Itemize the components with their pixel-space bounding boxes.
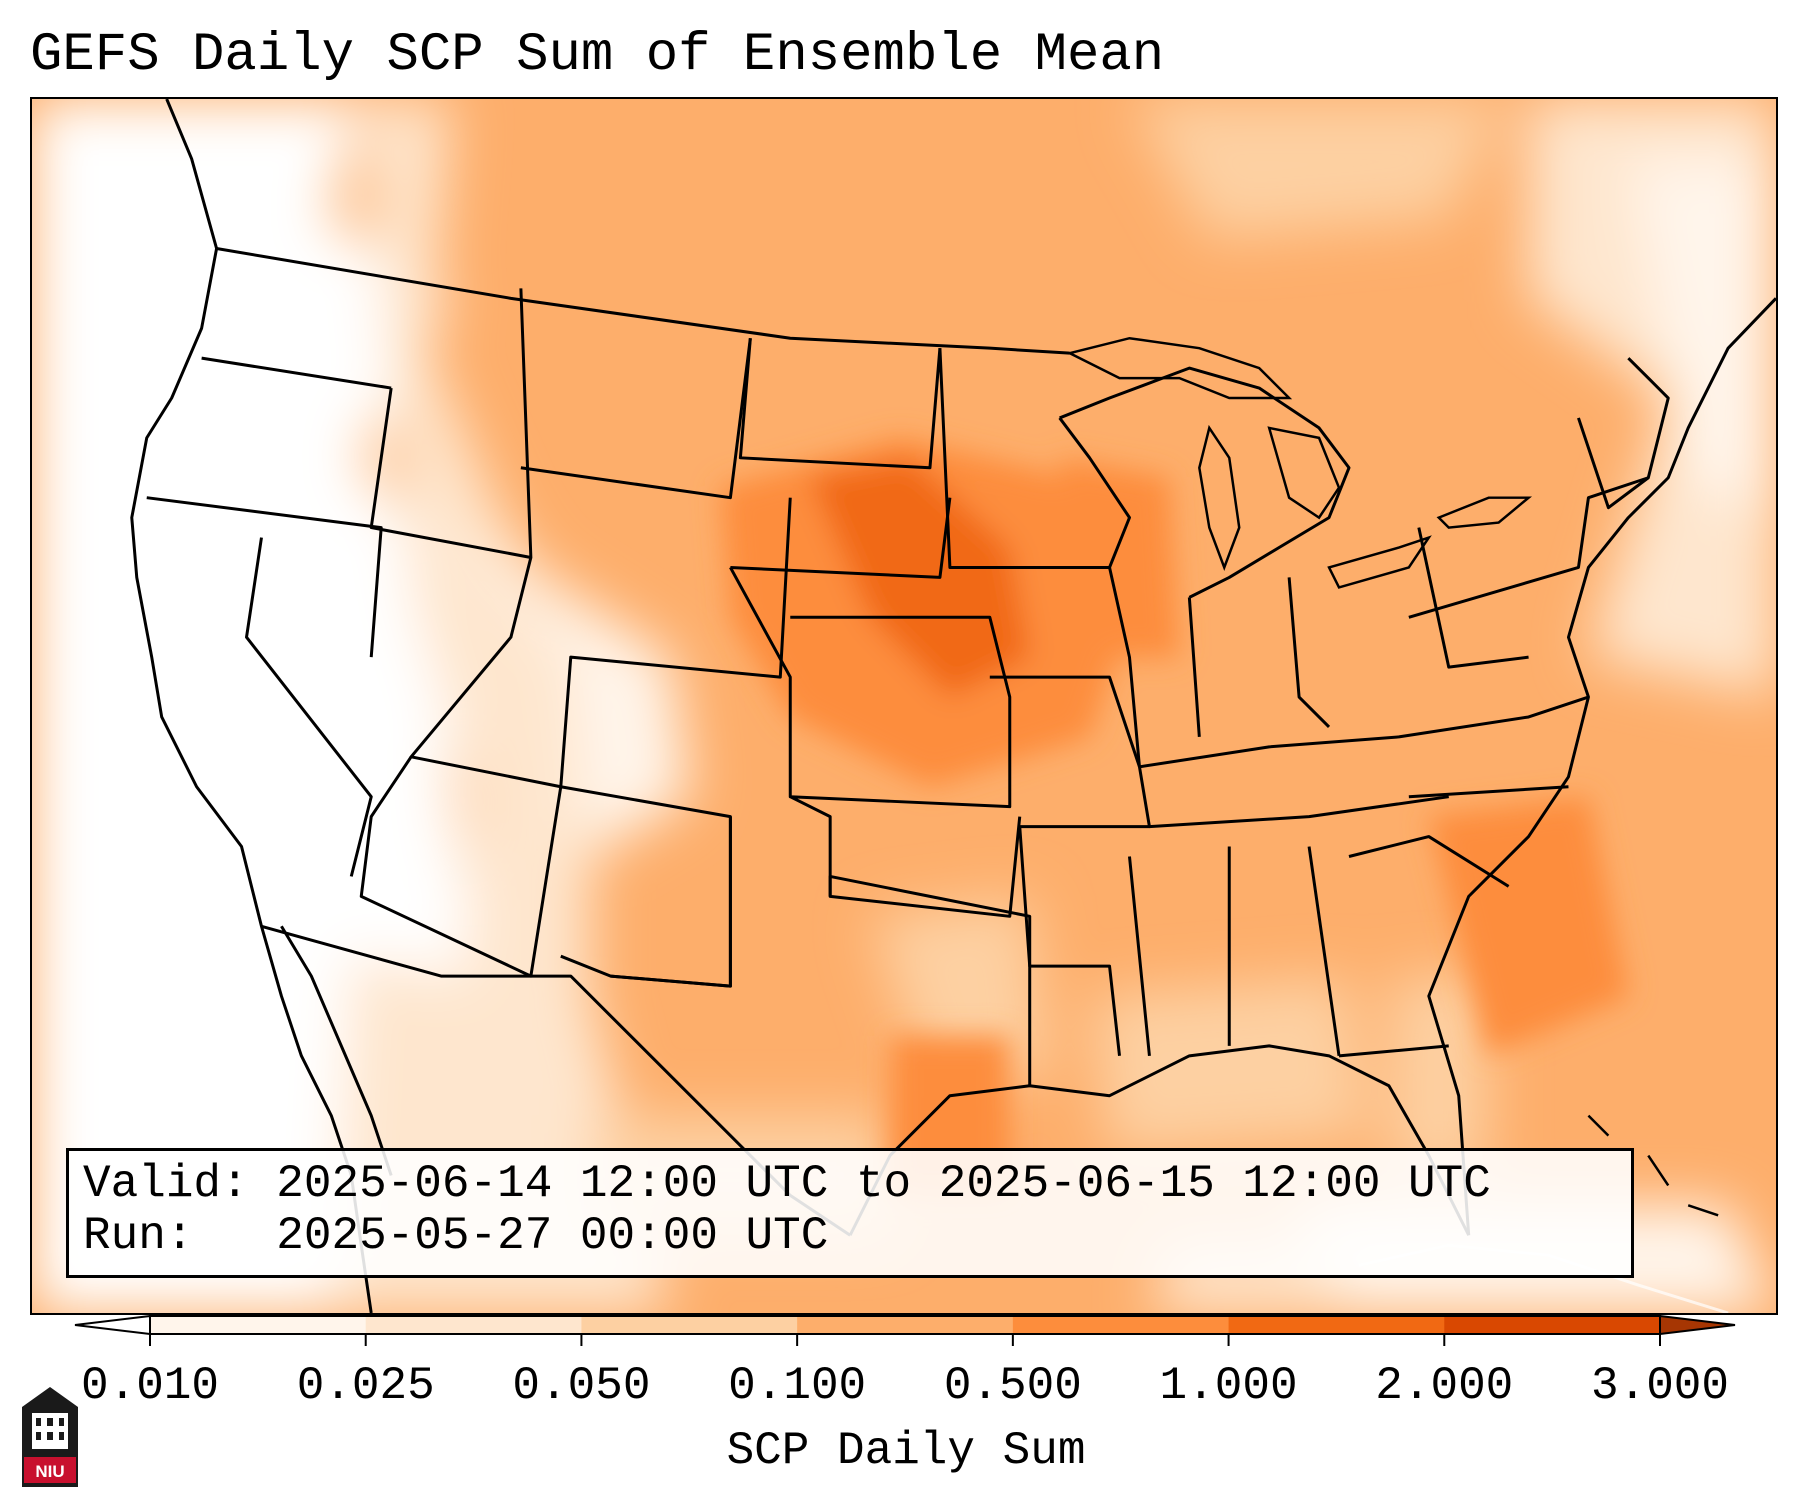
border-canada xyxy=(216,247,1070,355)
map-title: GEFS Daily SCP Sum of Ensemble Mean xyxy=(30,25,1165,86)
lake-erie xyxy=(1327,535,1432,589)
logo-red-band xyxy=(24,1457,76,1483)
colorbar-extend-min xyxy=(74,1314,151,1336)
run-label: Run: xyxy=(83,1210,194,1262)
map-panel xyxy=(30,97,1778,1315)
colorbar-outline xyxy=(149,1315,1661,1335)
state-line-tx xyxy=(610,816,1032,1086)
state-line-carolinas xyxy=(1348,785,1569,888)
colorbar-segment xyxy=(1444,1316,1661,1334)
colorbar-tick-label: 0.500 xyxy=(944,1360,1082,1412)
colorbar-tick-label: 1.000 xyxy=(1160,1360,1298,1412)
colorbar-segment xyxy=(150,1316,367,1334)
state-line-il-in-oh xyxy=(1108,567,1331,767)
valid-label: Valid: xyxy=(83,1158,249,1210)
colorbar-tick-label: 0.025 xyxy=(297,1360,435,1412)
colorbar-tick-label: 0.100 xyxy=(728,1360,866,1412)
state-line-or-ca xyxy=(146,496,383,658)
colorbar-segment xyxy=(581,1316,798,1334)
valid-time-line: Valid: 2025-06-14 12:00 UTC to 2025-06-1… xyxy=(83,1157,1491,1211)
run-time-value: 2025-05-27 00:00 UTC xyxy=(276,1210,829,1262)
state-line-northeast xyxy=(1408,476,1649,669)
colorbar-segment xyxy=(365,1316,582,1334)
colorbar-tick-label: 0.010 xyxy=(81,1360,219,1412)
state-borders xyxy=(130,99,1776,1313)
state-line-great-lakes xyxy=(1059,366,1351,599)
colorbar-segment xyxy=(1012,1316,1230,1334)
colorbar-tick-label: 2.000 xyxy=(1375,1360,1513,1412)
state-line-ms-al-ga xyxy=(1127,846,1449,1058)
coastline-atlantic xyxy=(1427,297,1776,1236)
colorbar: 0.010 0.025 0.050 0.100 0.500 1.000 2.000 3.000… xyxy=(74,1314,1736,1477)
valid-run-info-box: Valid: 2025-06-14 12:00 UTC to 2025-06-1… xyxy=(66,1148,1634,1278)
lake-ontario xyxy=(1436,496,1533,529)
logo-windows-icon xyxy=(36,1418,64,1440)
coastline-baja xyxy=(280,925,393,1176)
great-lakes xyxy=(1066,336,1533,589)
colorbar-tick-label: 3.000 xyxy=(1591,1360,1729,1412)
colorbar-extend-max xyxy=(1659,1314,1736,1336)
coastline-west xyxy=(130,99,373,1313)
scp-field-low-values xyxy=(32,99,1776,1313)
state-line-mt-wy xyxy=(520,338,752,500)
run-time-line: Run: 2025-05-27 00:00 UTC xyxy=(83,1209,828,1263)
state-line-nv xyxy=(245,537,373,877)
state-line-wa-or xyxy=(201,356,392,390)
logo-text: NIU xyxy=(35,1462,64,1481)
lake-huron xyxy=(1267,426,1341,520)
lake-michigan xyxy=(1198,424,1241,572)
lake-superior xyxy=(1066,336,1293,400)
state-line-id xyxy=(369,288,533,559)
state-line-ky-tn xyxy=(1139,695,1589,829)
niu-logo: NIU xyxy=(22,1387,78,1487)
colorbar-segment xyxy=(1228,1316,1445,1334)
state-line-mn-ia xyxy=(938,348,1131,569)
state-line-new-england xyxy=(1577,357,1670,510)
colorbar-segment xyxy=(797,1316,1014,1334)
valid-time-value: 2025-06-14 12:00 UTC to 2025-06-15 12:00… xyxy=(276,1158,1491,1210)
scp-map xyxy=(32,99,1776,1313)
colorbar-ticks: 0.010 0.025 0.050 0.100 0.500 1.000 2.000 3.000 xyxy=(81,1334,1729,1412)
bahamas-outline xyxy=(1587,1114,1719,1217)
colorbar-segments xyxy=(74,1314,1736,1336)
colorbar-tick-label: 0.050 xyxy=(512,1360,650,1412)
colorbar-label: SCP Daily Sum xyxy=(727,1425,1086,1477)
coastline-gulf xyxy=(848,1044,1471,1236)
